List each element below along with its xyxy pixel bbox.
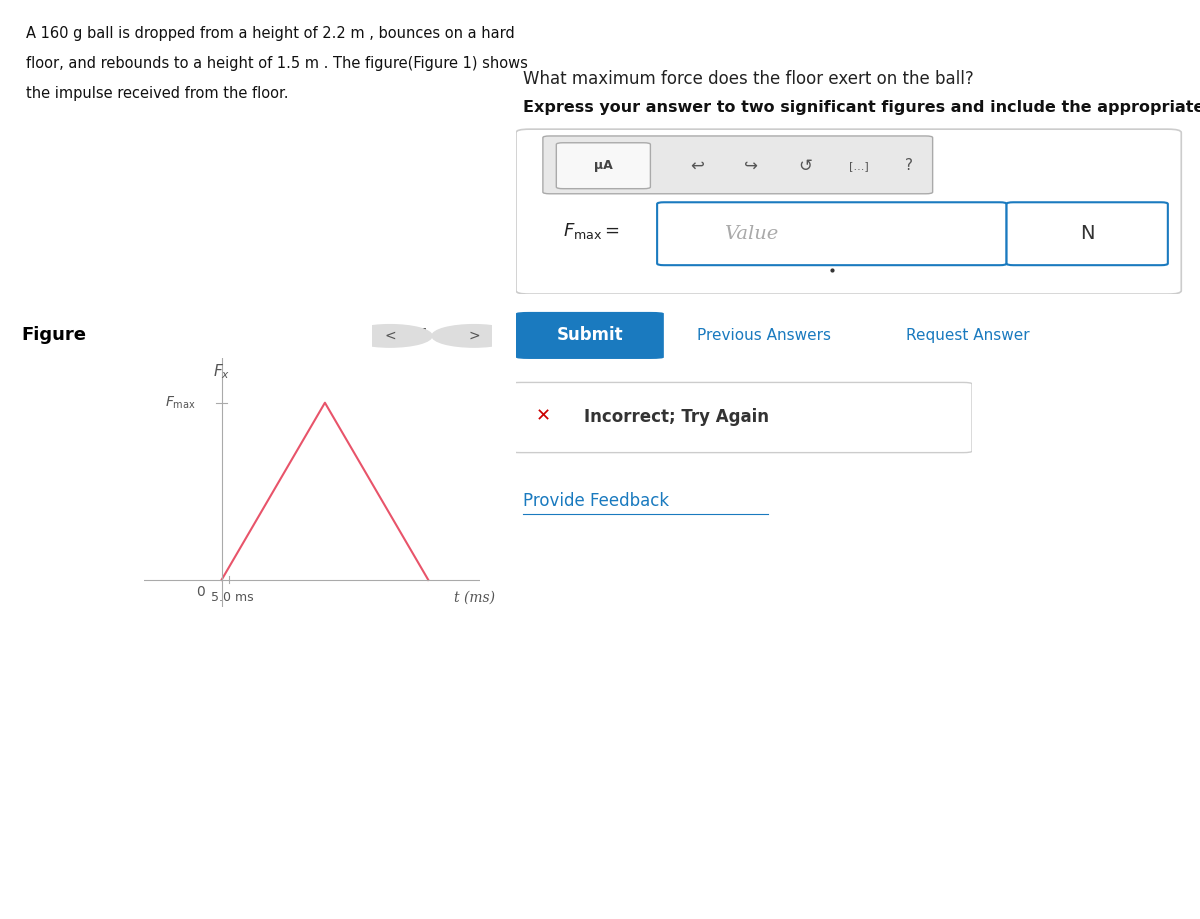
FancyBboxPatch shape [511, 382, 972, 453]
Circle shape [348, 324, 432, 347]
Text: $F_\mathrm{max}$: $F_\mathrm{max}$ [164, 394, 196, 411]
Text: ↪: ↪ [744, 157, 758, 175]
Text: μA: μA [594, 159, 613, 172]
Text: ↩: ↩ [690, 157, 704, 175]
Text: t (ms): t (ms) [454, 591, 496, 605]
Text: >: > [468, 329, 480, 343]
FancyBboxPatch shape [1007, 202, 1168, 266]
Text: Value: Value [724, 225, 779, 243]
Text: Submit: Submit [557, 326, 623, 345]
Text: 1 of 1: 1 of 1 [420, 328, 463, 343]
FancyBboxPatch shape [542, 136, 932, 194]
Text: $F_\mathrm{max}=$: $F_\mathrm{max}=$ [563, 221, 620, 241]
Text: <: < [384, 329, 396, 343]
Text: N: N [1080, 224, 1094, 244]
Text: A 160 g ball is dropped from a height of 2.2 m , bounces on a hard: A 160 g ball is dropped from a height of… [26, 26, 515, 40]
Text: 0: 0 [197, 585, 205, 599]
Text: Incorrect; Try Again: Incorrect; Try Again [584, 408, 769, 425]
Text: What maximum force does the floor exert on the ball?: What maximum force does the floor exert … [523, 70, 973, 88]
Text: [...]: [...] [848, 161, 869, 171]
FancyBboxPatch shape [516, 130, 1181, 294]
Text: ↺: ↺ [798, 157, 812, 175]
Text: Request Answer: Request Answer [906, 328, 1030, 343]
Text: 5.0 ms: 5.0 ms [210, 591, 253, 604]
Text: Express your answer to two significant figures and include the appropriate units: Express your answer to two significant f… [523, 100, 1200, 115]
Text: $F_x$: $F_x$ [212, 363, 230, 381]
Circle shape [432, 324, 516, 347]
FancyBboxPatch shape [557, 142, 650, 188]
Text: Provide Feedback: Provide Feedback [523, 492, 670, 510]
Text: floor, and rebounds to a height of 1.5 m . The figure(Figure 1) shows: floor, and rebounds to a height of 1.5 m… [26, 55, 528, 71]
FancyBboxPatch shape [658, 202, 1007, 266]
Text: Figure: Figure [22, 326, 86, 345]
FancyBboxPatch shape [516, 312, 664, 359]
Text: the impulse received from the floor.: the impulse received from the floor. [26, 86, 289, 101]
Text: ?: ? [905, 158, 913, 173]
Text: ✕: ✕ [535, 408, 551, 425]
Text: Previous Answers: Previous Answers [697, 328, 832, 343]
